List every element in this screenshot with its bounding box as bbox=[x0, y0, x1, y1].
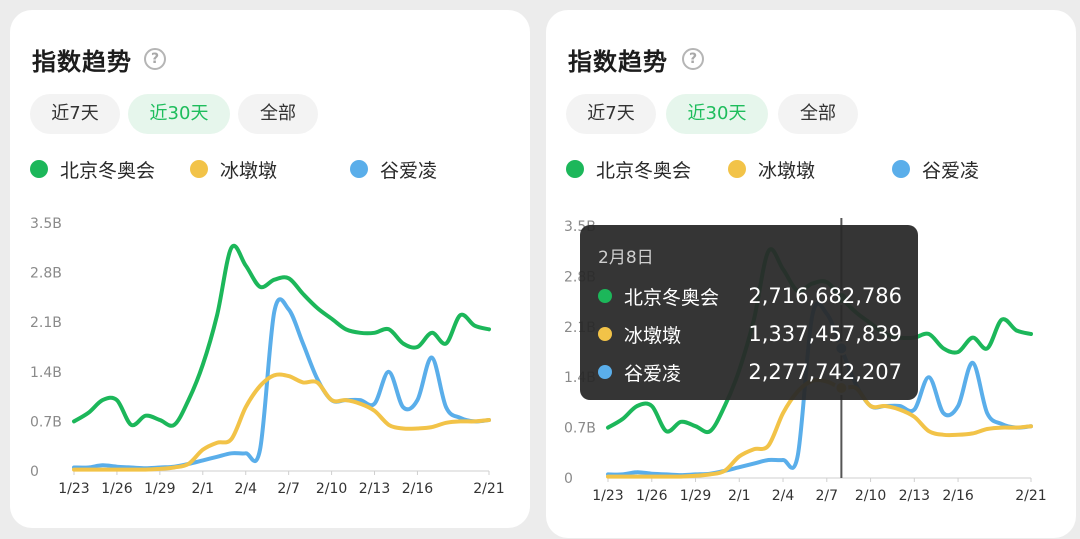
tooltip-row: 冰墩墩 1,337,457,839 bbox=[598, 319, 902, 349]
help-icon[interactable]: ? bbox=[682, 48, 704, 70]
x-tick-label: 2/1 bbox=[728, 488, 751, 504]
x-tick-label: 2/1 bbox=[192, 481, 215, 497]
tab-7-days[interactable]: 近7天 bbox=[30, 94, 120, 134]
legend-dot-icon bbox=[728, 160, 746, 178]
x-tick-label: 2/16 bbox=[402, 481, 434, 497]
legend-dot-icon bbox=[190, 160, 208, 178]
tab-30-days[interactable]: 近30天 bbox=[666, 94, 768, 134]
tab-all[interactable]: 全部 bbox=[778, 94, 858, 134]
card-title: 指数趋势 bbox=[32, 48, 132, 76]
legend-label: 北京冬奥会 bbox=[596, 159, 692, 182]
legend-label: 谷爱凌 bbox=[922, 159, 980, 182]
legend-label: 冰墩墩 bbox=[220, 159, 278, 182]
legend-item-gu-ailing[interactable]: 谷爱凌 bbox=[350, 156, 437, 182]
series-line-1[interactable] bbox=[72, 372, 491, 472]
tooltip-series-name: 北京冬奥会 bbox=[624, 286, 720, 309]
legend-item-gu-ailing[interactable]: 谷爱凌 bbox=[892, 156, 979, 182]
legend-dot-icon bbox=[566, 160, 584, 178]
x-tick-label: 2/10 bbox=[855, 488, 886, 504]
legend-item-bing-dwen-dwen[interactable]: 冰墩墩 bbox=[190, 156, 277, 182]
legend-item-bing-dwen-dwen[interactable]: 冰墩墩 bbox=[728, 156, 815, 182]
y-tick-label: 0.7B bbox=[30, 414, 62, 430]
help-icon[interactable]: ? bbox=[144, 48, 166, 70]
tooltip-series-name: 谷爱凌 bbox=[624, 362, 682, 385]
legend-item-beijing-olympics[interactable]: 北京冬奥会 bbox=[566, 156, 691, 182]
series-line-0[interactable] bbox=[72, 243, 491, 428]
card-title: 指数趋势 bbox=[568, 48, 668, 76]
tab-30-days[interactable]: 近30天 bbox=[128, 94, 230, 134]
tab-all[interactable]: 全部 bbox=[238, 94, 318, 134]
x-tick-label: 1/29 bbox=[680, 488, 711, 504]
x-tick-label: 1/26 bbox=[636, 488, 668, 504]
tooltip-series-value: 2,716,682,786 bbox=[748, 284, 902, 308]
tooltip-dot-icon bbox=[598, 365, 612, 379]
tab-7-days[interactable]: 近7天 bbox=[566, 94, 656, 134]
tooltip-series-value: 2,277,742,207 bbox=[748, 360, 902, 384]
y-tick-label: 2.8B bbox=[30, 266, 62, 282]
chart-card-right: 指数趋势 ? 近7天 近30天 全部 北京冬奥会 冰墩墩 谷爱凌 00.7B1.… bbox=[546, 10, 1076, 538]
legend-label: 北京冬奥会 bbox=[60, 159, 156, 182]
tooltip-row: 谷爱凌 2,277,742,207 bbox=[598, 357, 902, 387]
y-tick-label: 0 bbox=[564, 471, 573, 487]
chart-tooltip: 2月8日 北京冬奥会 2,716,682,786 冰墩墩 1,337,457,8… bbox=[580, 225, 918, 400]
legend-item-beijing-olympics[interactable]: 北京冬奥会 bbox=[30, 156, 155, 182]
y-tick-label: 0 bbox=[30, 464, 39, 480]
x-tick-label: 2/13 bbox=[359, 481, 390, 497]
x-tick-label: 1/23 bbox=[592, 488, 623, 504]
y-tick-label: 1.4B bbox=[30, 365, 62, 381]
tooltip-dot-icon bbox=[598, 289, 612, 303]
line-chart[interactable]: 0 0.7B 1.4B 2.1B 2.8B 3.5B 1/23 1/26 1/29 2/1 2/4 2… bbox=[10, 10, 530, 528]
x-tick-label: 2/10 bbox=[316, 481, 347, 497]
y-tick-label: 0.7B bbox=[564, 421, 596, 437]
legend-dot-icon bbox=[30, 160, 48, 178]
x-tick-label: 2/7 bbox=[816, 488, 839, 504]
legend-dot-icon bbox=[892, 160, 910, 178]
x-tick-label: 2/7 bbox=[277, 481, 300, 497]
x-tick-label: 1/29 bbox=[144, 481, 175, 497]
tooltip-dot-icon bbox=[598, 327, 612, 341]
tooltip-date: 2月8日 bbox=[598, 248, 654, 268]
x-tick-label: 2/4 bbox=[234, 481, 257, 497]
legend-label: 谷爱凌 bbox=[380, 159, 438, 182]
x-tick-label: 1/26 bbox=[101, 481, 133, 497]
x-tick-label: 2/4 bbox=[772, 488, 795, 504]
x-tick-label: 2/21 bbox=[473, 481, 504, 497]
x-tick-label: 2/13 bbox=[899, 488, 930, 504]
series-line-2[interactable] bbox=[72, 297, 491, 471]
tooltip-series-name: 冰墩墩 bbox=[624, 324, 682, 347]
legend-label: 冰墩墩 bbox=[758, 159, 816, 182]
chart-card-left: 指数趋势 ? 近7天 近30天 全部 北京冬奥会 冰墩墩 谷爱凌 0 0.7B 1.… bbox=[10, 10, 530, 528]
y-tick-label: 2.1B bbox=[30, 315, 62, 331]
x-tick-label: 2/21 bbox=[1015, 488, 1046, 504]
tooltip-row: 北京冬奥会 2,716,682,786 bbox=[598, 281, 902, 311]
legend-dot-icon bbox=[350, 160, 368, 178]
x-tick-label: 1/23 bbox=[58, 481, 89, 497]
y-tick-label: 3.5B bbox=[30, 216, 62, 232]
x-tick-label: 2/16 bbox=[942, 488, 974, 504]
tooltip-series-value: 1,337,457,839 bbox=[748, 322, 902, 346]
